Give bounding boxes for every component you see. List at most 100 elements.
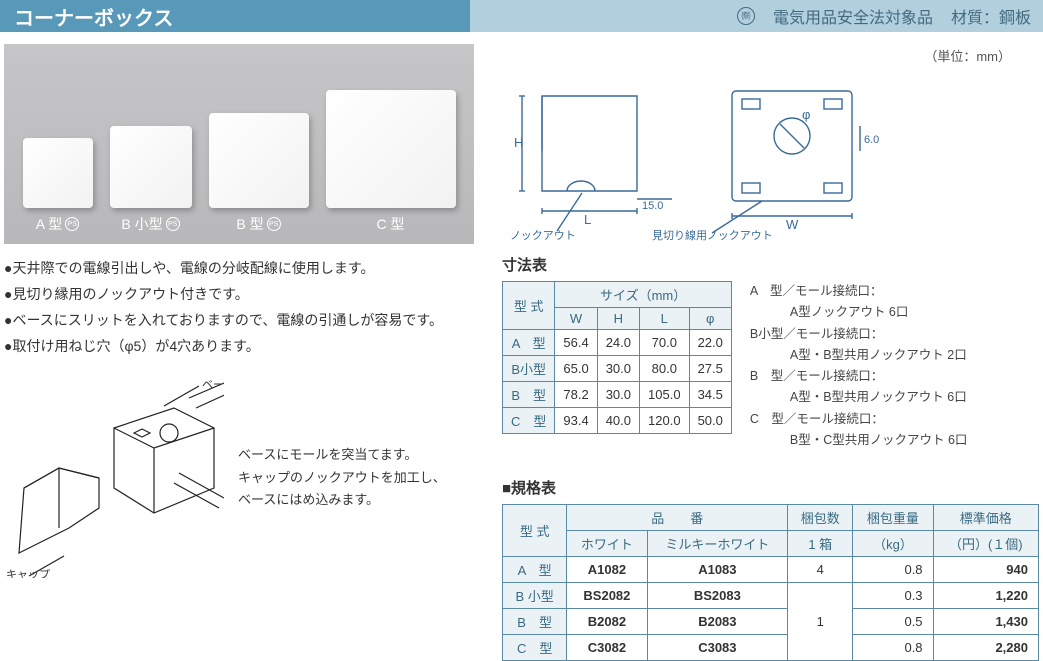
- spec-th-price-top: 標準価格: [933, 505, 1038, 531]
- spec-pn-milky: A1083: [647, 557, 788, 583]
- feature-bullet: ●取付け用ねじ穴（φ5）が4穴あります。: [4, 334, 484, 360]
- spec-th-qty-top: 梱包数: [788, 505, 853, 531]
- note-head: C 型／モール接続口：: [750, 409, 968, 430]
- spec-th-white: ホワイト: [567, 531, 647, 557]
- technical-drawing: H L 15.0 6.0 W φ ノックアウト 見切り線用ノックアウト: [502, 71, 1039, 244]
- spec-weight: 0.8: [853, 635, 933, 661]
- spec-pn-white: A1082: [567, 557, 647, 583]
- product-shape: [209, 113, 309, 208]
- safety-law-label: 電気用品安全法対象品: [773, 4, 933, 28]
- dim-cell: 105.0: [640, 382, 690, 408]
- material-label: 材質：鋼板: [951, 4, 1031, 28]
- assembly-line-2: キャップのノックアウトを加工し、: [238, 467, 446, 489]
- dim-cell: C 型: [503, 408, 555, 434]
- spec-th-price-bot: （円）(１個): [933, 531, 1038, 557]
- product-shape: [110, 126, 192, 208]
- dim-cell: 70.0: [640, 330, 690, 356]
- header-bar: コーナーボックス ㉀ 電気用品安全法対象品 材質：鋼板: [0, 0, 1043, 32]
- spec-th-wt-bot: （kg）: [853, 531, 933, 557]
- table-row: A 型56.424.070.022.0: [503, 330, 732, 356]
- dim-th-L: L: [640, 308, 690, 330]
- spec-model: C 型: [503, 635, 567, 661]
- spec-price: 2,280: [933, 635, 1038, 661]
- pse-mini-icon: PS: [65, 217, 79, 231]
- dim-cell: 34.5: [689, 382, 731, 408]
- dim-cell: 50.0: [689, 408, 731, 434]
- pse-icon: ㉀: [737, 7, 755, 25]
- spec-price: 1,220: [933, 583, 1038, 609]
- table-row: A 型A1082A108340.8940: [503, 557, 1039, 583]
- feature-bullet: ●見切り縁用のノックアウト付きです。: [4, 282, 484, 308]
- dim-6: 6.0: [864, 134, 879, 146]
- product-photo: A 型PSB 小型PSB 型PSC 型: [4, 44, 474, 244]
- dim-th-H: H: [597, 308, 639, 330]
- dim-cell: 22.0: [689, 330, 731, 356]
- spec-th-model: 型 式: [503, 505, 567, 557]
- assembly-line-3: ベースにはめ込みます。: [238, 489, 446, 511]
- dim-cell: 30.0: [597, 382, 639, 408]
- spec-weight: 0.3: [853, 583, 933, 609]
- note-detail: A型・B型共用ノックアウト 6口: [750, 387, 968, 408]
- base-label: ベース: [202, 379, 224, 391]
- dim-cell: 93.4: [555, 408, 597, 434]
- product-shape: [23, 138, 93, 208]
- table-row: B 小型BS2082BS208310.31,220: [503, 583, 1039, 609]
- dim-th-size: サイズ（mm）: [555, 282, 731, 308]
- product-label: C 型: [377, 214, 405, 234]
- spec-section-title: ■規格表: [502, 477, 1039, 498]
- table-row: C 型93.440.0120.050.0: [503, 408, 732, 434]
- spec-model: B 型: [503, 609, 567, 635]
- dim-cell: 40.0: [597, 408, 639, 434]
- table-row: C 型C3082C30830.82,280: [503, 635, 1039, 661]
- pse-mini-icon: PS: [267, 217, 281, 231]
- dim-cell: 80.0: [640, 356, 690, 382]
- note-head: B 型／モール接続口：: [750, 366, 968, 387]
- spec-table: 型 式 品 番 梱包数 梱包重量 標準価格 ホワイト ミルキーホワイト 1 箱 …: [502, 504, 1039, 661]
- note-head: B小型／モール接続口：: [750, 324, 968, 345]
- table-row: B 型B2082B20830.51,430: [503, 609, 1039, 635]
- spec-price: 1,430: [933, 609, 1038, 635]
- dim-cell: B 型: [503, 382, 555, 408]
- table-row: B小型65.030.080.027.5: [503, 356, 732, 382]
- spec-model: B 小型: [503, 583, 567, 609]
- knockout-label: ノックアウト: [510, 229, 576, 241]
- assembly-diagram-row: キャップ ベース ベースにモールを突当てます。 キャップのノックアウトを加工し、…: [4, 378, 484, 578]
- spec-pn-milky: B2083: [647, 609, 788, 635]
- dim-th-W: W: [555, 308, 597, 330]
- spec-weight: 0.8: [853, 557, 933, 583]
- spec-th-qty-bot: 1 箱: [788, 531, 853, 557]
- unit-label: （単位：mm）: [502, 46, 1011, 65]
- dim-phi: φ: [802, 107, 810, 122]
- spec-price: 940: [933, 557, 1038, 583]
- note-head: A 型／モール接続口：: [750, 281, 968, 302]
- spec-qty: 4: [788, 557, 853, 583]
- note-detail: A型・B型共用ノックアウト 2口: [750, 345, 968, 366]
- spec-qty: 1: [788, 583, 853, 661]
- note-detail: B型・C型共用ノックアウト 6口: [750, 430, 968, 451]
- assembly-text: ベースにモールを突当てます。 キャップのノックアウトを加工し、 ベースにはめ込み…: [238, 444, 446, 510]
- page-title: コーナーボックス: [0, 0, 470, 32]
- spec-pn-white: C3082: [567, 635, 647, 661]
- cap-label: キャップ: [6, 568, 50, 578]
- table-row: B 型78.230.0105.034.5: [503, 382, 732, 408]
- dim-cell: B小型: [503, 356, 555, 382]
- dim-cell: 24.0: [597, 330, 639, 356]
- dim-L: L: [584, 212, 591, 227]
- dim-cell: 65.0: [555, 356, 597, 382]
- product-shape: [326, 90, 456, 208]
- product-item: B 小型PS: [110, 126, 192, 234]
- dim-H: H: [514, 135, 523, 150]
- dimension-section-title: 寸法表: [502, 254, 1039, 275]
- note-detail: A型ノックアウト 6口: [750, 302, 968, 323]
- product-item: B 型PS: [209, 113, 309, 234]
- dim-cell: 30.0: [597, 356, 639, 382]
- connection-notes: A 型／モール接続口：A型ノックアウト 6口B小型／モール接続口：A型・B型共用…: [750, 281, 968, 451]
- dim-W: W: [786, 217, 799, 232]
- dim-cell: 56.4: [555, 330, 597, 356]
- trim-knockout-label: 見切り線用ノックアウト: [652, 228, 773, 241]
- dim-th-model: 型 式: [503, 282, 555, 330]
- feature-bullet: ●ベースにスリットを入れておりますので、電線の引通しが容易です。: [4, 308, 484, 334]
- spec-pn-white: B2082: [567, 609, 647, 635]
- dim-th-phi: φ: [689, 308, 731, 330]
- spec-pn-milky: BS2083: [647, 583, 788, 609]
